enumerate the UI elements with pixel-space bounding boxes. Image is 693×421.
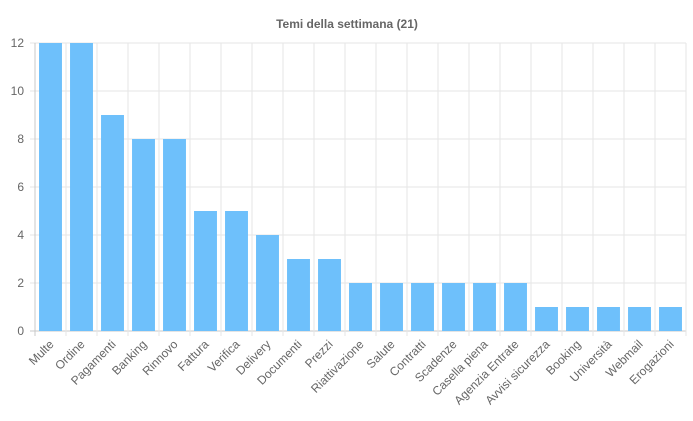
bars bbox=[39, 43, 682, 331]
bar-9 bbox=[318, 259, 341, 331]
bar-7 bbox=[256, 235, 279, 331]
bar-12 bbox=[411, 283, 434, 331]
bar-15 bbox=[504, 283, 527, 331]
bar-16 bbox=[535, 307, 558, 331]
bar-11 bbox=[380, 283, 403, 331]
bar-18 bbox=[597, 307, 620, 331]
y-tick-label: 6 bbox=[17, 180, 24, 194]
y-axis-ticks: 0 2 4 6 8 10 12 bbox=[11, 36, 25, 338]
bar-17 bbox=[566, 307, 589, 331]
bar-6 bbox=[225, 211, 248, 331]
x-tick-label: Fattura bbox=[175, 337, 212, 374]
bar-20 bbox=[659, 307, 682, 331]
bar-4 bbox=[163, 139, 186, 331]
x-axis-ticks: MulteOrdinePagamentiBankingRinnovoFattur… bbox=[26, 337, 677, 408]
y-tick-label: 2 bbox=[17, 276, 24, 290]
y-tick-label: 4 bbox=[17, 228, 24, 242]
bar-10 bbox=[349, 283, 372, 331]
y-tick-label: 8 bbox=[17, 132, 24, 146]
bar-5 bbox=[194, 211, 217, 331]
bar-3 bbox=[132, 139, 155, 331]
y-tick-label: 12 bbox=[11, 36, 25, 50]
bar-8 bbox=[287, 259, 310, 331]
bar-1 bbox=[70, 43, 93, 331]
bar-0 bbox=[39, 43, 62, 331]
y-tick-label: 10 bbox=[11, 84, 25, 98]
bar-2 bbox=[101, 115, 124, 331]
chart-title: Temi della settimana (21) bbox=[276, 17, 418, 31]
bar-19 bbox=[628, 307, 651, 331]
y-tick-label: 0 bbox=[17, 324, 24, 338]
bar-13 bbox=[442, 283, 465, 331]
bar-14 bbox=[473, 283, 496, 331]
x-tick-label: Rinnovo bbox=[140, 337, 181, 378]
gridlines bbox=[30, 42, 687, 336]
